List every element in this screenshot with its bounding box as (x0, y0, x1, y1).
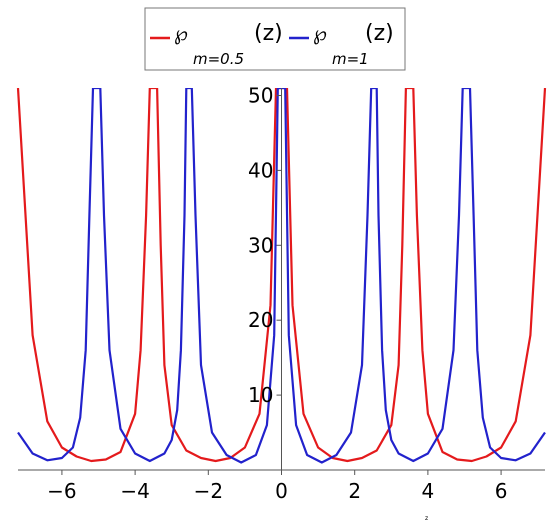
legend-subscript: m=0.5 (193, 50, 244, 68)
x-tick-label: 6 (495, 479, 508, 503)
axes-layer: −6 −4 −2 0 2 4 6 10 20 30 40 50 z (18, 83, 545, 522)
legend-argument: (z) (254, 21, 283, 46)
x-tick-label: −4 (120, 479, 149, 503)
x-tick-label: 0 (275, 479, 288, 503)
legend-symbol: ℘ (313, 21, 327, 45)
x-tick-label: 2 (348, 479, 361, 503)
x-axis-label: z (425, 515, 428, 522)
series-line-2 (17, 88, 546, 464)
legend: ℘ m=0.5 (z) ℘ m=1 (z) (144, 7, 406, 71)
y-tick-label: 10 (248, 383, 273, 407)
x-tick-label: −6 (47, 479, 76, 503)
series-line-1 (16, 88, 547, 463)
y-tick-label: 20 (248, 308, 273, 332)
series-layer (16, 88, 547, 464)
legend-argument: (z) (365, 21, 394, 46)
x-tick-label: −2 (194, 479, 223, 503)
y-tick-label: 50 (248, 83, 273, 107)
y-tick-label: 30 (248, 233, 273, 257)
x-tick-label: 4 (422, 479, 435, 503)
legend-symbol: ℘ (174, 21, 188, 45)
legend-box (144, 7, 406, 71)
y-tick-label: 40 (248, 158, 273, 182)
legend-subscript: m=1 (332, 50, 369, 68)
